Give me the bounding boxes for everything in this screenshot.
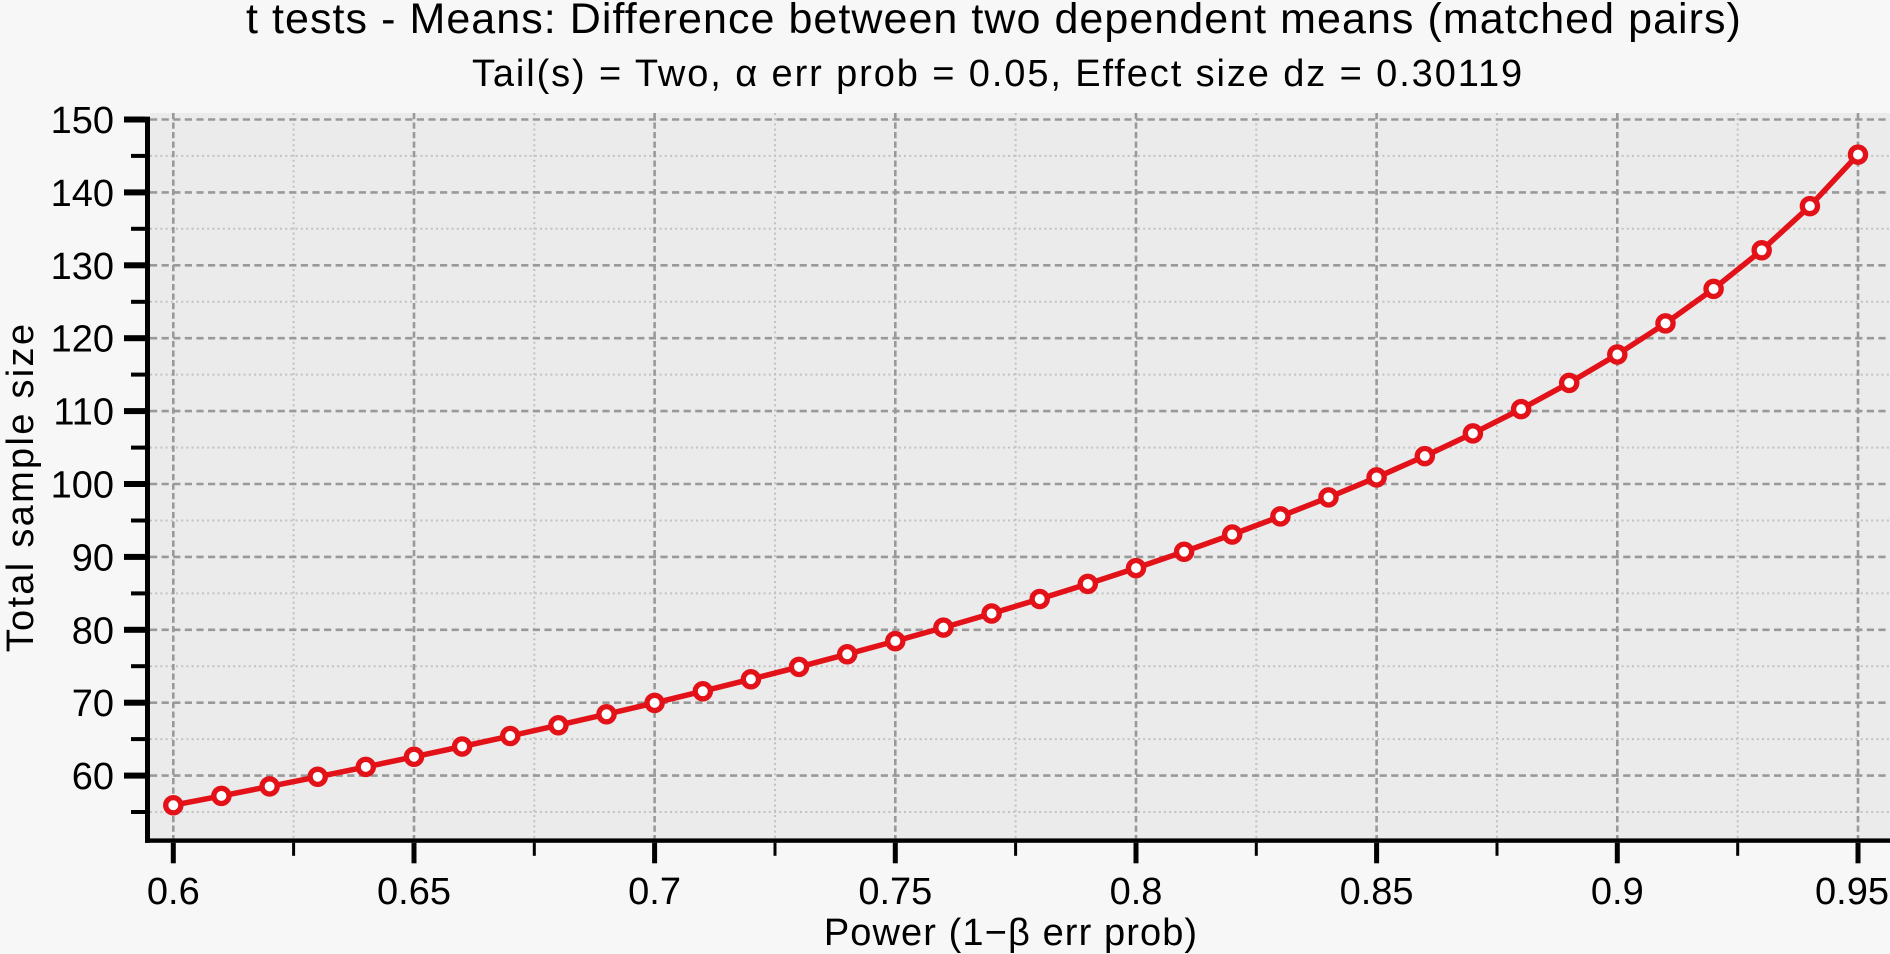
svg-text:80: 80 [72,610,114,652]
svg-text:0.9: 0.9 [1591,871,1644,913]
svg-text:0.8: 0.8 [1110,871,1163,913]
svg-text:100: 100 [51,465,114,507]
svg-text:90: 90 [72,537,114,579]
svg-text:140: 140 [51,173,114,215]
svg-text:0.85: 0.85 [1340,871,1414,913]
svg-text:110: 110 [53,392,114,434]
svg-text:0.6: 0.6 [147,871,200,913]
svg-text:Power (1−β err prob): Power (1−β err prob) [824,912,1198,954]
svg-text:60: 60 [72,756,114,798]
svg-text:Tail(s) = Two, α err prob = 0.: Tail(s) = Two, α err prob = 0.05, Effect… [472,53,1524,95]
svg-text:120: 120 [51,319,114,361]
svg-text:70: 70 [72,683,114,725]
svg-text:0.75: 0.75 [858,871,932,913]
svg-text:0.95: 0.95 [1815,871,1889,913]
svg-text:150: 150 [51,100,114,142]
svg-text:0.7: 0.7 [628,871,681,913]
svg-text:t tests - Means: Difference be: t tests - Means: Difference between two … [246,0,1742,43]
svg-text:0.65: 0.65 [377,871,451,913]
svg-text:Total sample size: Total sample size [0,322,42,653]
svg-text:130: 130 [51,246,114,288]
